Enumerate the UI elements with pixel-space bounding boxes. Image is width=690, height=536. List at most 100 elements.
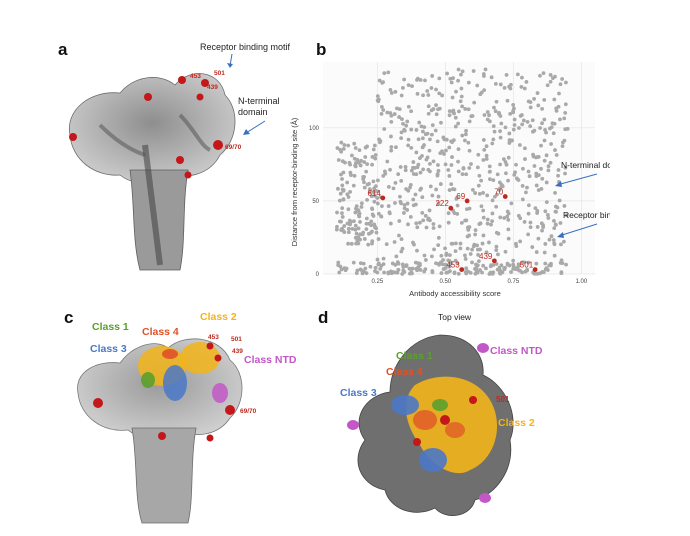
scatter-point [455, 261, 460, 266]
scatter-point [482, 147, 487, 152]
scatter-point [495, 172, 500, 177]
scatter-point [431, 222, 436, 226]
scatter-point [490, 198, 495, 203]
scatter-point [564, 80, 568, 85]
scatter-point [520, 260, 525, 265]
residue-label-501-c: 501 [231, 336, 242, 343]
scatter-point [373, 265, 378, 270]
scatter-point [453, 241, 458, 246]
scatter-point [362, 237, 367, 241]
scatter-point [373, 269, 377, 274]
scatter-point [455, 195, 459, 200]
scatter-point [434, 261, 438, 266]
scatter-point [436, 168, 441, 173]
scatter-point [375, 201, 380, 206]
scatter-point [346, 207, 351, 212]
scatter-point [340, 187, 345, 192]
scatter-point [549, 234, 554, 239]
scatter-point [388, 87, 393, 92]
scatter-point [475, 83, 480, 88]
class3-label-d: Class 3 [340, 387, 377, 399]
scatter-point [403, 168, 408, 173]
scatter-point [481, 208, 486, 213]
residue-label-69-70: 69/70 [225, 144, 242, 151]
scatter-point [358, 232, 363, 237]
scatter-point [518, 239, 523, 244]
scatter-point [339, 149, 344, 154]
scatter-point [553, 204, 558, 209]
scatter-point [399, 130, 404, 135]
scatter-point [348, 189, 353, 194]
scatter-point [361, 261, 366, 266]
scatter-point [351, 260, 356, 265]
scatter-point [509, 138, 514, 143]
scatter-point [479, 178, 484, 183]
scatter-point [370, 229, 374, 234]
scatter-point [408, 215, 413, 219]
scatter-point [525, 185, 529, 190]
scatter-point [339, 172, 343, 177]
y-tick-label: 0 [316, 272, 320, 278]
scatter-point [370, 239, 375, 244]
scatter-point [469, 162, 473, 166]
scatter-point [417, 220, 422, 225]
scatter-point [514, 162, 518, 167]
scatter-point [498, 271, 503, 276]
scatter-point [494, 262, 499, 266]
scatter-point [443, 162, 448, 167]
highlight-point-70 [502, 194, 508, 199]
scatter-point [494, 244, 499, 249]
scatter-point [356, 208, 361, 213]
scatter-point [474, 262, 478, 267]
scatter-point [549, 261, 553, 266]
scatter-point [483, 67, 488, 72]
scatter-point [447, 109, 452, 114]
scatter-point [488, 119, 492, 124]
scatter-point [471, 69, 476, 73]
scatter-point [381, 256, 386, 261]
scatter-point [489, 222, 493, 227]
scatter-point [539, 221, 544, 226]
scatter-point [477, 173, 482, 178]
scatter-point [418, 263, 422, 268]
scatter-point [424, 225, 429, 230]
scatter-point [532, 164, 537, 168]
scatter-point [392, 240, 397, 244]
scatter-point [335, 210, 339, 215]
scatter-point [428, 184, 433, 189]
panel-letter-d: d [318, 308, 329, 327]
scatter-point [364, 216, 369, 221]
scatter-point [423, 78, 427, 83]
scatter-point [367, 190, 372, 195]
scatter-point [340, 183, 345, 188]
scatter-point [449, 261, 454, 265]
class2-label-c: Class 2 [200, 311, 237, 323]
highlight-label-501: 501 [520, 261, 534, 270]
scatter-point [404, 264, 409, 269]
scatter-point [434, 103, 438, 108]
scatter-point [501, 157, 506, 161]
scatter-point [542, 97, 547, 102]
scatter-point [342, 143, 347, 147]
scatter-point [544, 180, 549, 185]
scatter-point [554, 153, 559, 157]
highlight-point-439 [491, 258, 497, 264]
scatter-point [449, 80, 454, 85]
scatter-point [496, 231, 501, 236]
scatter-point [390, 261, 395, 266]
scatter-point [519, 113, 524, 117]
scatter-point [449, 182, 454, 187]
scatter-point [466, 107, 471, 112]
scatter-point [502, 85, 507, 90]
scatter-point [384, 242, 389, 247]
scatter-point [399, 237, 404, 242]
scatter-point [399, 178, 404, 183]
scatter-point [363, 145, 368, 150]
scatter-point [447, 174, 452, 178]
scatter-point [476, 253, 480, 257]
scatter-point [381, 174, 386, 178]
scatter-point [438, 182, 443, 186]
scatter-point [418, 78, 423, 82]
scatter-point [472, 100, 477, 105]
scatter-point [517, 126, 521, 130]
